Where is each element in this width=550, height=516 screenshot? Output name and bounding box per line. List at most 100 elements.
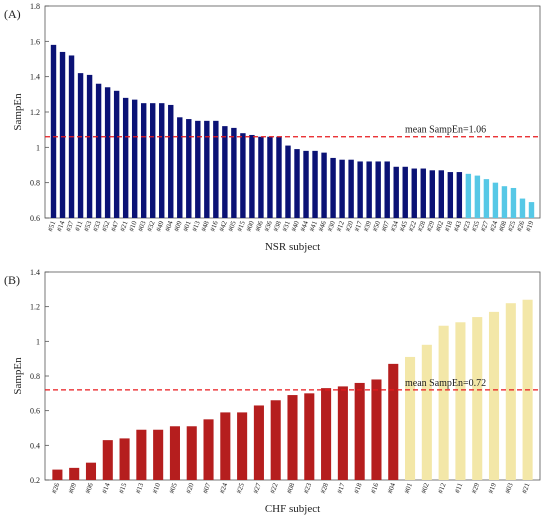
bar — [456, 172, 463, 218]
panel-label: (B) — [4, 273, 20, 287]
x-tick-label: #18 — [352, 481, 363, 494]
bar — [384, 161, 390, 218]
x-tick-label: #45 — [398, 219, 409, 232]
x-tick-label: #05 — [227, 219, 238, 232]
bar — [304, 393, 315, 480]
x-tick-label: #28 — [319, 481, 330, 494]
bar — [52, 469, 63, 480]
x-tick-label: #16 — [369, 481, 380, 494]
bar — [492, 182, 499, 218]
x-tick-label: #37 — [64, 219, 75, 232]
x-tick-label: #42 — [218, 219, 229, 232]
bar — [438, 325, 449, 480]
x-tick-label: #06 — [84, 481, 95, 494]
x-tick-label: #14 — [101, 481, 112, 494]
x-tick-label: #31 — [281, 219, 292, 232]
x-tick-label: #29 — [425, 219, 436, 232]
bar — [249, 134, 255, 218]
x-tick-label: #53 — [82, 219, 93, 232]
y-tick-label: 0.2 — [30, 476, 40, 485]
bar — [95, 83, 102, 218]
x-tick-label: #16 — [209, 219, 220, 232]
bar — [253, 405, 264, 480]
bar — [393, 166, 399, 218]
bar — [258, 136, 264, 218]
x-tick-label: #20 — [185, 481, 196, 494]
x-tick-label: #26 — [515, 219, 526, 232]
x-tick-label: #12 — [335, 219, 346, 232]
y-tick-label: 0.6 — [30, 407, 40, 416]
bar — [177, 117, 183, 218]
x-tick-label: #13 — [134, 481, 145, 494]
x-tick-label: #40 — [290, 219, 301, 232]
x-tick-label: #05 — [168, 481, 179, 494]
y-tick-label: 1 — [36, 337, 40, 346]
x-tick-label: #01 — [182, 219, 193, 232]
bar — [140, 103, 147, 218]
bar — [113, 90, 120, 218]
x-tick-label: #17 — [353, 219, 364, 232]
bar — [312, 150, 318, 218]
bar — [203, 419, 214, 480]
x-axis-label: NSR subject — [265, 241, 320, 253]
bar — [354, 382, 365, 480]
x-tick-label: #15 — [117, 481, 128, 494]
bar — [220, 412, 231, 480]
x-tick-label: #46 — [317, 219, 328, 232]
bar — [510, 187, 517, 218]
x-tick-label: #11 — [73, 219, 84, 232]
bar — [429, 170, 435, 218]
bar — [50, 44, 57, 218]
bar — [159, 103, 165, 218]
bar — [455, 322, 466, 480]
x-tick-label: #21 — [520, 481, 531, 494]
bar — [150, 103, 156, 218]
bar — [330, 157, 336, 218]
y-tick-label: 1.6 — [30, 37, 40, 46]
bar — [204, 120, 210, 218]
x-tick-label: #29 — [470, 481, 481, 494]
mean-label: mean SampEn=1.06 — [405, 125, 486, 136]
bar — [267, 136, 273, 218]
bar — [488, 311, 500, 480]
bar — [519, 198, 526, 218]
x-tick-label: #23 — [302, 481, 313, 494]
x-tick-label: #43 — [452, 219, 463, 232]
bar — [501, 186, 508, 218]
x-tick-label: #19 — [487, 481, 498, 494]
x-tick-label: #09 — [67, 481, 78, 494]
y-tick-label: 0.8 — [30, 179, 40, 188]
bar — [276, 136, 282, 218]
bar — [77, 73, 84, 218]
bar — [168, 104, 174, 218]
bar — [186, 119, 192, 218]
x-tick-label: #11 — [453, 481, 464, 494]
x-tick-label: #23 — [461, 219, 472, 232]
y-tick-label: 1.4 — [30, 268, 40, 277]
bar — [104, 87, 111, 219]
x-tick-label: #47 — [109, 219, 120, 232]
x-tick-label: #35 — [470, 219, 481, 232]
bar — [122, 97, 129, 218]
x-tick-label: #01 — [403, 481, 414, 494]
bar — [339, 159, 345, 218]
x-tick-label: #39 — [362, 219, 373, 232]
x-tick-label: #44 — [299, 219, 310, 232]
bar — [237, 412, 248, 480]
bar — [371, 379, 382, 480]
bar — [472, 317, 483, 480]
bar — [153, 429, 164, 480]
bar — [231, 127, 237, 218]
x-tick-label: #48 — [200, 219, 211, 232]
x-tick-label: #22 — [407, 219, 418, 232]
bar — [465, 173, 472, 218]
bar — [528, 202, 535, 218]
x-tick-label: #02 — [434, 219, 445, 232]
bar — [505, 303, 516, 480]
bar — [169, 426, 180, 480]
bar — [294, 149, 300, 218]
bar — [213, 120, 219, 218]
bar — [411, 168, 417, 218]
x-tick-label: #12 — [436, 481, 447, 494]
